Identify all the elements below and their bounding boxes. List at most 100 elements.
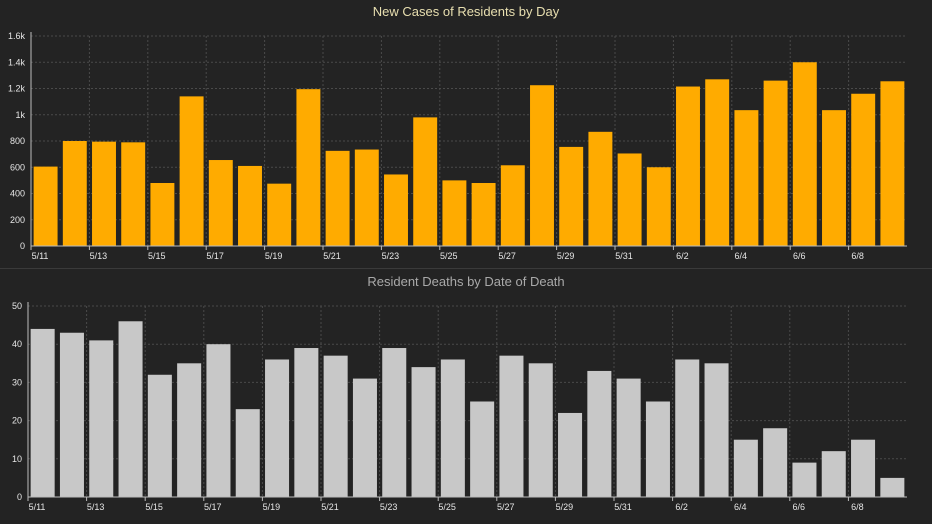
bar-5-31[interactable]: [617, 153, 642, 246]
y-tick-label: 1.4k: [8, 57, 26, 67]
bar-5-25[interactable]: [442, 180, 467, 246]
x-tick-label: 5/13: [90, 251, 108, 261]
bar-5-18[interactable]: [235, 409, 260, 497]
x-tick-label: 5/27: [498, 251, 516, 261]
bar-5-15[interactable]: [147, 374, 172, 497]
bar-5-17[interactable]: [206, 344, 231, 497]
bar-5-30[interactable]: [587, 370, 612, 497]
y-tick-label: 0: [17, 492, 22, 502]
bar-5-23[interactable]: [384, 174, 408, 246]
bar-6-8[interactable]: [851, 93, 876, 246]
x-tick-label: 5/15: [148, 251, 166, 261]
bar-6-4[interactable]: [733, 439, 758, 497]
bar-5-28[interactable]: [528, 363, 553, 497]
bar-5-20[interactable]: [296, 89, 321, 246]
x-tick-label: 5/17: [204, 502, 222, 512]
bar-6-6[interactable]: [792, 62, 817, 246]
x-tick-label: 6/4: [734, 502, 747, 512]
bar-5-20[interactable]: [294, 348, 319, 497]
y-tick-label: 600: [10, 162, 25, 172]
bar-6-9[interactable]: [880, 81, 905, 246]
x-tick-label: 5/11: [32, 251, 49, 261]
bar-5-29[interactable]: [559, 146, 584, 246]
bar-6-1[interactable]: [645, 401, 670, 498]
x-tick-label: 5/29: [557, 251, 575, 261]
bar-6-2[interactable]: [675, 359, 700, 497]
x-tick-label: 5/13: [87, 502, 105, 512]
x-tick-label: 5/15: [145, 502, 163, 512]
chart-divider: [0, 268, 932, 269]
y-tick-label: 400: [10, 189, 25, 199]
bar-5-26[interactable]: [470, 401, 495, 498]
bar-6-9[interactable]: [880, 477, 905, 497]
y-tick-label: 1.6k: [8, 31, 26, 41]
bar-5-28[interactable]: [530, 85, 554, 246]
bar-5-27[interactable]: [500, 165, 525, 246]
x-tick-label: 5/27: [497, 502, 515, 512]
x-tick-label: 6/2: [675, 502, 688, 512]
bar-6-2[interactable]: [676, 86, 700, 246]
y-tick-label: 40: [12, 339, 22, 349]
bar-6-5[interactable]: [763, 80, 788, 246]
bar-6-1[interactable]: [646, 167, 671, 246]
x-tick-label: 5/11: [29, 502, 46, 512]
bar-5-22[interactable]: [354, 149, 379, 246]
chart-title-new-cases: New Cases of Residents by Day: [372, 4, 560, 19]
bar-6-5[interactable]: [763, 428, 788, 497]
x-tick-label: 6/4: [735, 251, 748, 261]
bar-5-17[interactable]: [208, 160, 233, 246]
bar-5-31[interactable]: [616, 378, 641, 497]
x-tick-label: 5/31: [614, 502, 632, 512]
y-tick-label: 10: [12, 454, 22, 464]
bar-5-27[interactable]: [499, 355, 524, 497]
bar-6-3[interactable]: [705, 79, 730, 246]
bar-5-21[interactable]: [325, 150, 350, 246]
bar-6-6[interactable]: [792, 462, 817, 497]
bar-5-15[interactable]: [150, 183, 175, 246]
x-tick-label: 5/19: [263, 502, 281, 512]
bar-5-25[interactable]: [440, 359, 465, 497]
bar-5-18[interactable]: [238, 165, 262, 246]
bar-5-23[interactable]: [382, 348, 407, 497]
bar-5-16[interactable]: [177, 363, 202, 497]
bar-5-13[interactable]: [92, 141, 116, 246]
bar-6-7[interactable]: [822, 110, 846, 246]
bar-6-3[interactable]: [704, 363, 729, 497]
bar-5-24[interactable]: [411, 367, 436, 497]
bar-5-11[interactable]: [30, 328, 55, 497]
bar-6-7[interactable]: [821, 451, 846, 497]
x-tick-label: 5/31: [615, 251, 633, 261]
bar-5-21[interactable]: [323, 355, 348, 497]
bar-5-30[interactable]: [588, 131, 613, 246]
bar-5-26[interactable]: [471, 183, 496, 246]
y-tick-label: 20: [12, 416, 22, 426]
bar-5-16[interactable]: [179, 96, 204, 246]
bar-5-19[interactable]: [265, 359, 290, 497]
y-tick-label: 50: [12, 301, 22, 311]
x-tick-label: 5/19: [265, 251, 283, 261]
bar-6-8[interactable]: [851, 439, 876, 497]
x-tick-label: 5/25: [440, 251, 458, 261]
x-tick-label: 6/8: [851, 251, 864, 261]
x-tick-label: 5/17: [206, 251, 224, 261]
x-tick-label: 5/25: [438, 502, 456, 512]
bar-5-24[interactable]: [413, 117, 438, 246]
bar-6-4[interactable]: [734, 110, 759, 246]
bar-5-11[interactable]: [33, 166, 58, 246]
bar-5-12[interactable]: [62, 141, 87, 246]
bar-5-22[interactable]: [352, 378, 377, 497]
x-tick-label: 6/6: [793, 251, 806, 261]
bar-5-19[interactable]: [267, 183, 292, 246]
bar-5-29[interactable]: [558, 412, 583, 497]
x-tick-label: 5/23: [380, 502, 398, 512]
bar-5-14[interactable]: [118, 321, 143, 497]
bar-5-13[interactable]: [89, 340, 114, 497]
x-tick-label: 5/21: [321, 502, 339, 512]
bar-5-14[interactable]: [121, 142, 146, 246]
bar-5-12[interactable]: [59, 332, 84, 497]
x-tick-label: 6/2: [676, 251, 689, 261]
x-tick-label: 5/29: [556, 502, 574, 512]
x-tick-label: 5/23: [382, 251, 400, 261]
